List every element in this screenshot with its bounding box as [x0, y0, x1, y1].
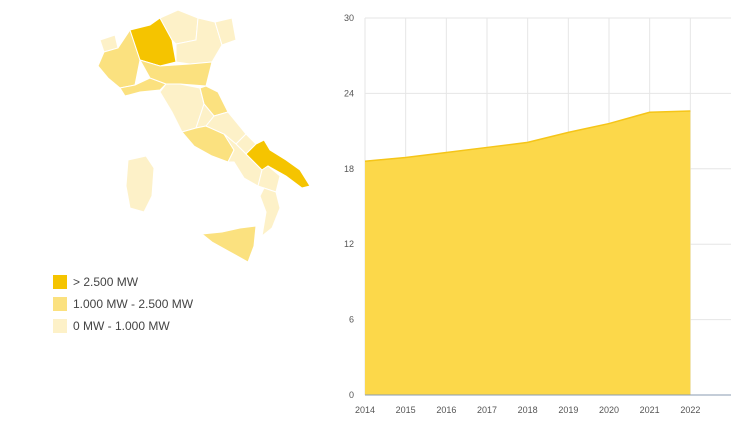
area	[365, 110, 691, 395]
map-legend: > 2.500 MW 1.000 MW - 2.500 MW 0 MW - 1.00…	[53, 275, 194, 333]
area-line	[364, 110, 691, 163]
x-tick-label: 2021	[640, 405, 660, 415]
italy-map	[97, 9, 311, 263]
x-tick-label: 2017	[477, 405, 497, 415]
region	[259, 187, 281, 238]
x-tick-label: 2014	[355, 405, 375, 415]
x-tick-label: 2019	[558, 405, 578, 415]
y-tick-label: 30	[344, 13, 354, 23]
legend-label: > 2.500 MW	[73, 275, 139, 289]
region	[119, 77, 167, 97]
x-tick-label: 2020	[599, 405, 619, 415]
region	[200, 225, 257, 263]
region	[214, 17, 237, 46]
x-tick-label: 2022	[680, 405, 700, 415]
region	[125, 155, 155, 213]
x-tick-label: 2018	[518, 405, 538, 415]
y-tick-label: 24	[344, 88, 354, 98]
region	[223, 133, 263, 187]
x-tick-label: 2015	[396, 405, 416, 415]
plot: 0 6 12 18 24 30 2014 2015 2016 2017 2018 2019 2020 20…	[344, 13, 731, 415]
y-tick-label: 12	[344, 239, 354, 249]
y-tick-label: 0	[349, 390, 354, 400]
x-tick-label: 2016	[436, 405, 456, 415]
y-tick-label: 18	[344, 164, 354, 174]
y-tick-label: 6	[349, 315, 354, 325]
legend-swatch	[53, 275, 67, 289]
legend-swatch	[53, 297, 67, 311]
legend-label: 0 MW - 1.000 MW	[73, 319, 170, 333]
legend-swatch	[53, 319, 67, 333]
legend-label: 1.000 MW - 2.500 MW	[73, 297, 194, 311]
